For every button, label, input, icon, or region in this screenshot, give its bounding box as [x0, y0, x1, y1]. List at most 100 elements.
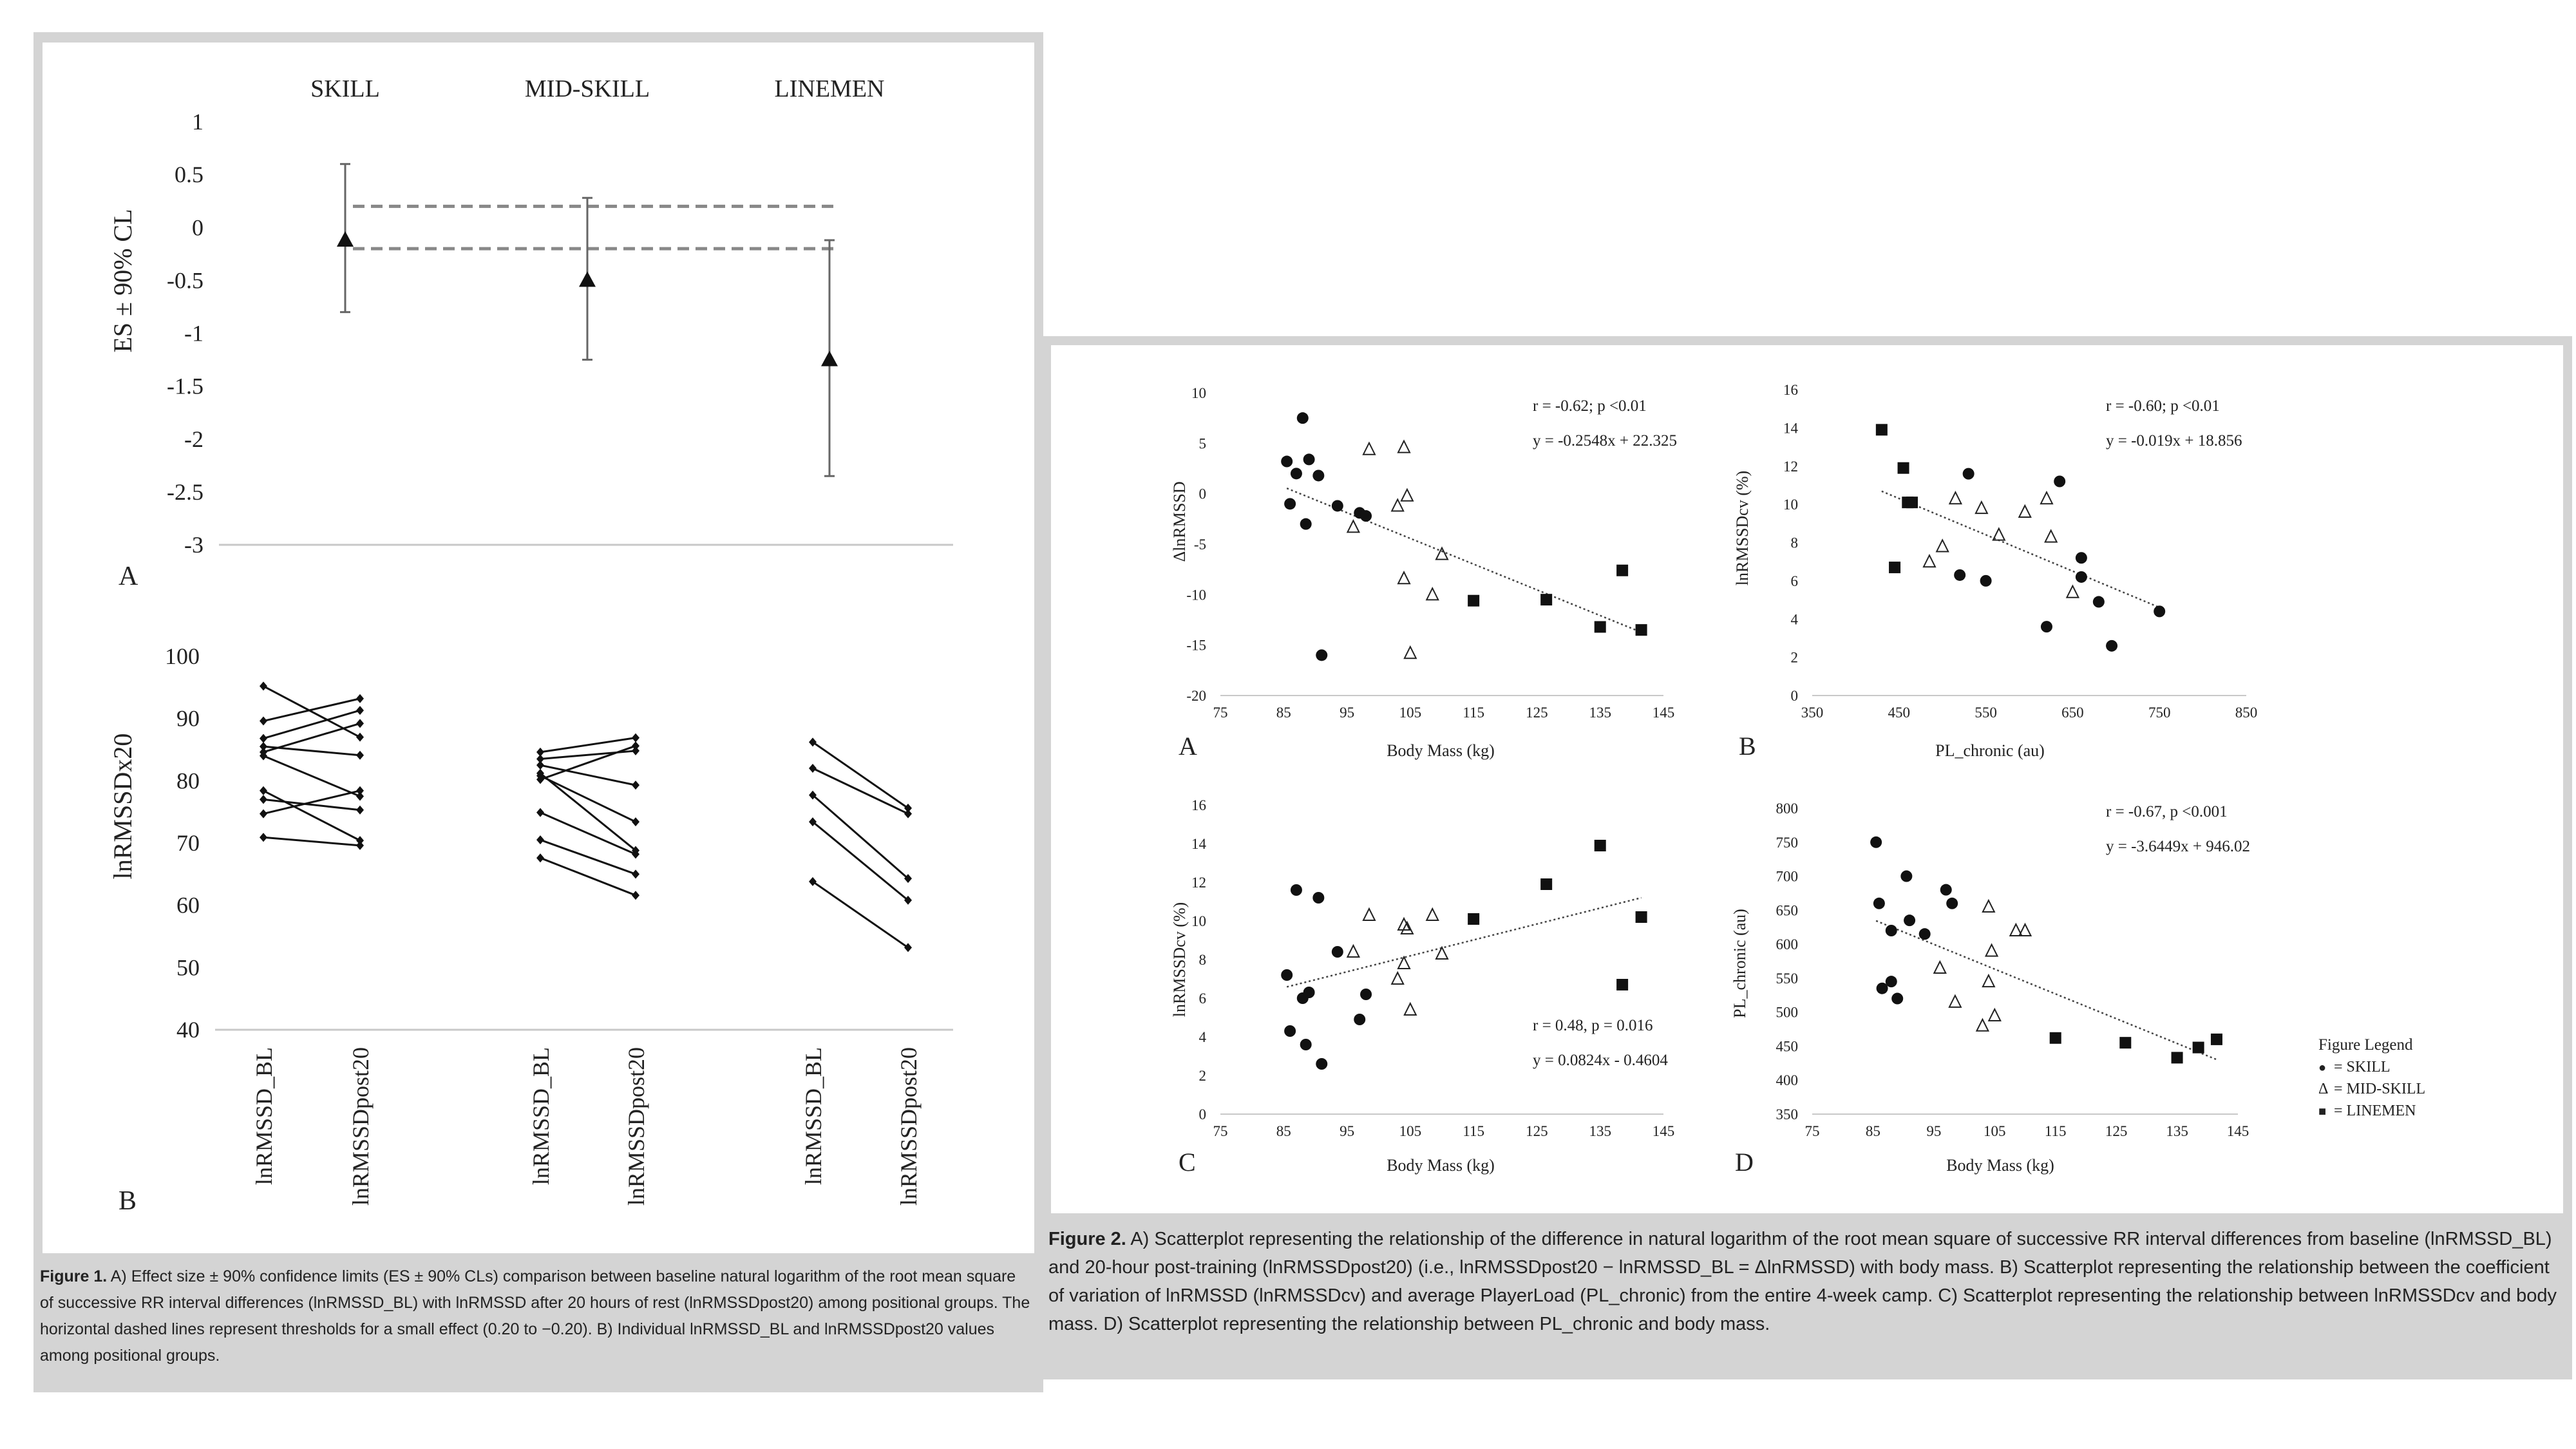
baseline-point	[260, 681, 267, 691]
y-tick-labels: 100 90 80 70 60 50 40	[165, 643, 200, 1043]
y-tick-label: -2.5	[167, 479, 204, 505]
linemen-point	[1540, 594, 1553, 606]
post20-point	[904, 809, 912, 819]
mid-skill-point	[1346, 943, 1361, 958]
y-tick-label: 0	[192, 214, 204, 240]
skill-point	[1360, 510, 1372, 522]
x-tick-label: 135	[1589, 1123, 1611, 1139]
effect-size-marks	[337, 163, 838, 477]
linemen-point	[1897, 462, 1909, 474]
x-tick-label: lnRMSSDpost20	[623, 1047, 649, 1206]
skill-point	[1331, 500, 1343, 512]
skill-point	[1962, 468, 1975, 480]
y-tick-labels: 1 0.5 0 -0.5 -1 -1.5 -2 -2.5 -3	[167, 109, 204, 558]
skill-point	[1873, 897, 1885, 909]
linemen-point	[2119, 1037, 2132, 1049]
mid-skill-point	[1362, 441, 1376, 455]
chart-marks: 75 85 95 105 115 125 135 145 16 14 12 10 8 6 4 2 0	[1191, 797, 1674, 1139]
chart-marks: 75 85 95 105 115 125 135 145 800 750 700 650 600 550 5…	[1776, 800, 2249, 1139]
trendline	[1286, 896, 1642, 988]
y-tick-label: 16	[1191, 797, 1206, 813]
baseline-point	[260, 809, 267, 819]
group-label-linemen: LINEMEN	[775, 75, 885, 102]
x-tick-label: lnRMSSD_BL	[251, 1047, 277, 1185]
mid-skill-point	[2018, 922, 2032, 936]
skill-point	[1891, 992, 1904, 1005]
post20-point	[632, 741, 639, 751]
skill-point	[2106, 639, 2118, 652]
skill-point	[1885, 976, 1897, 988]
post20-point	[632, 746, 639, 755]
x-tick-label: 75	[1805, 1123, 1820, 1139]
individual-line	[263, 790, 361, 842]
skill-point	[1281, 455, 1293, 468]
x-tick-label: 125	[1526, 1123, 1548, 1139]
skill-point	[1331, 946, 1343, 958]
individual-line	[263, 790, 361, 815]
post20-point	[356, 791, 364, 801]
figure2-panel-a: ΔlnRMSSD Body Mass (kg) A r = -0.62; p <…	[1170, 385, 1677, 761]
linemen-point	[1635, 911, 1647, 923]
skill-point	[1918, 928, 1931, 940]
mid-skill-point	[2018, 504, 2032, 518]
y-tick-label: -20	[1186, 688, 1206, 704]
linemen-point	[1635, 624, 1647, 636]
skill-point	[1360, 989, 1372, 1000]
post20-point	[632, 891, 639, 900]
baseline-point	[536, 747, 544, 757]
skill-point	[1954, 569, 1966, 581]
baseline-point	[809, 876, 817, 886]
figure1-caption: Figure 1. A) Effect size ± 90% confidenc…	[40, 1264, 1032, 1369]
skill-point	[2040, 621, 2052, 633]
skill-point	[1312, 892, 1325, 904]
y-tick-label: -10	[1186, 587, 1206, 603]
y-tick-label: 1	[192, 109, 204, 135]
x-tick-label: 115	[1463, 1123, 1484, 1139]
x-tick-label: 95	[1340, 705, 1354, 721]
x-tick-label: 450	[1888, 705, 1911, 721]
effect-size-point	[821, 350, 838, 366]
stat-text: r = -0.62; p <0.01	[1533, 397, 1647, 415]
skill-point	[2092, 596, 2105, 608]
equation: y = -3.6449x + 946.02	[2106, 838, 2250, 855]
baseline-point	[536, 853, 544, 863]
baseline-point	[809, 764, 817, 773]
individual-line	[263, 685, 361, 738]
skill-point	[1870, 836, 1882, 848]
x-tick-label: 650	[2061, 705, 2084, 721]
panel-label-b: B	[118, 1186, 137, 1216]
y-tick-label: 400	[1776, 1072, 1799, 1088]
figure2-caption: Figure 2. A) Scatterplot representing th…	[1048, 1225, 2568, 1338]
legend-text-mid-skill: = MID-SKILL	[2334, 1081, 2425, 1097]
linemen-point	[2210, 1033, 2222, 1045]
y-tick-label: -3	[184, 532, 204, 558]
skill-point	[1284, 498, 1296, 510]
y-tick-label: 650	[1776, 902, 1799, 918]
y-tick-label: 450	[1776, 1038, 1799, 1054]
x-tick-label: 95	[1926, 1123, 1941, 1139]
y-tick-label: 2	[1791, 650, 1799, 666]
linemen-point	[1594, 621, 1606, 633]
y-tick-label: 100	[165, 643, 200, 669]
individual-line	[263, 722, 361, 753]
y-tick-label: 12	[1783, 459, 1798, 475]
x-axis-label: PL_chronic (au)	[1935, 741, 2045, 760]
x-tick-label: 145	[1653, 1123, 1675, 1139]
mid-skill-point	[2009, 922, 2023, 936]
skill-point	[1980, 574, 1992, 587]
y-tick-label: 2	[1199, 1068, 1207, 1084]
y-tick-label: 6	[1791, 573, 1799, 589]
mid-skill-point	[1987, 1007, 2002, 1021]
y-axis-label: lnRMSSDcv (%)	[1733, 471, 1752, 585]
skill-point	[1316, 649, 1328, 661]
baseline-point	[536, 775, 544, 784]
mid-skill-point	[1403, 645, 1417, 659]
baseline-point	[260, 786, 267, 795]
y-tick-label: -15	[1186, 638, 1206, 654]
mid-skill-point	[1346, 519, 1361, 533]
individual-line	[540, 857, 636, 896]
y-tick-label: 90	[176, 706, 200, 732]
y-tick-label: -5	[1194, 536, 1206, 553]
linemen-point	[2192, 1041, 2204, 1054]
effect-size-point	[337, 231, 354, 247]
